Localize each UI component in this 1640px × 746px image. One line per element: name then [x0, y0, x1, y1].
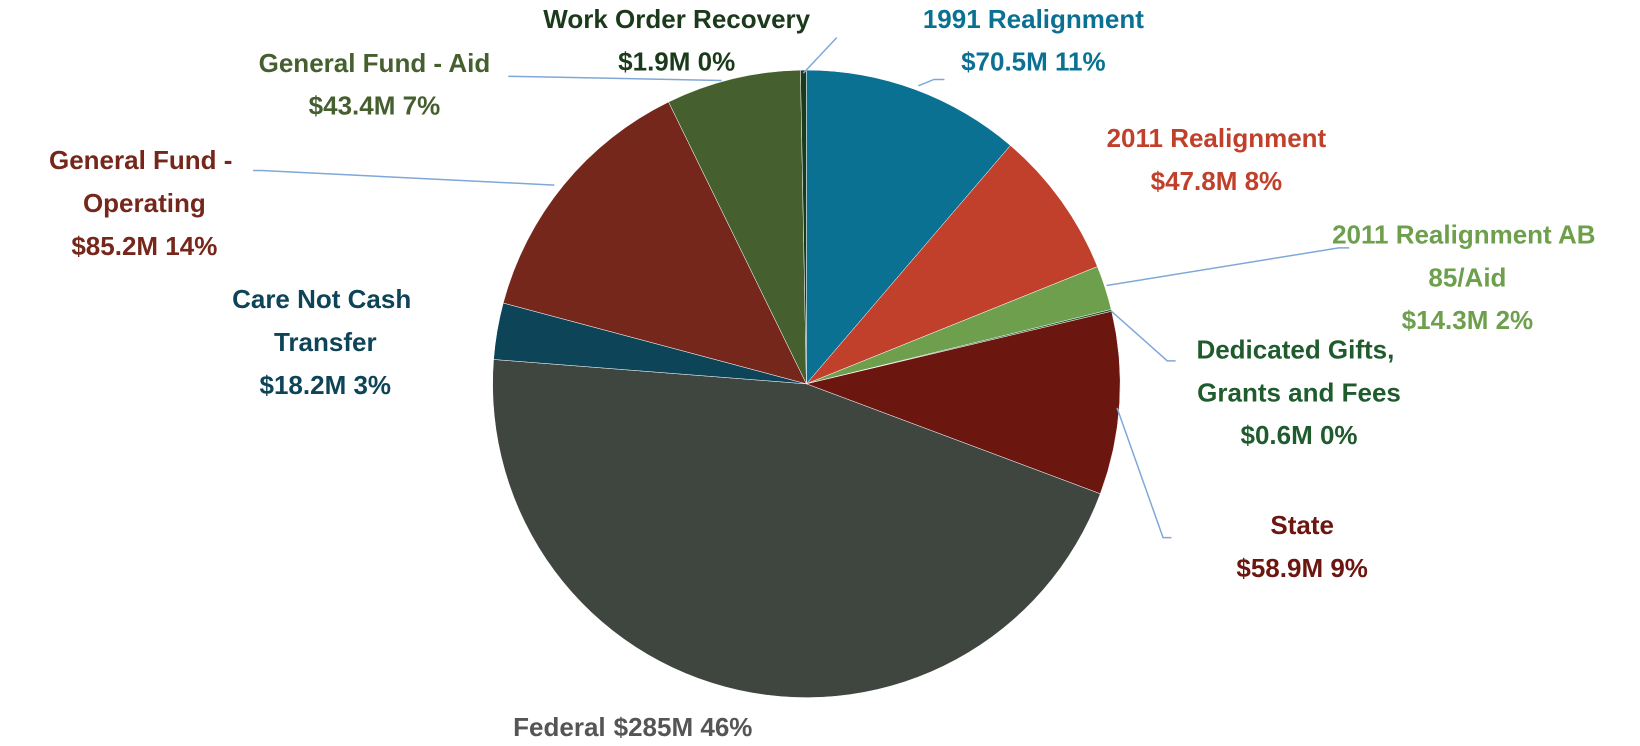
pie-slice [502, 101, 807, 385]
label-line: Dedicated Gifts, [1196, 334, 1401, 364]
category-label: Care Not Cash Transfer [232, 284, 418, 357]
leader-line [802, 37, 838, 74]
category-label: 2011 Realignment [1107, 123, 1327, 153]
leader-line [1106, 247, 1350, 287]
pie-slice [806, 69, 1011, 385]
value-label: $1.9M 0% [618, 47, 735, 77]
value-label: $43.4M 7% [309, 91, 441, 121]
pie-slice [805, 310, 1121, 495]
value-label: $58.9M 9% [1236, 553, 1368, 583]
label-line: Transfer [274, 327, 377, 357]
label-line: Grants and Fees [1197, 377, 1401, 407]
category-label: Federal [513, 712, 606, 742]
pie-slice [492, 359, 1101, 698]
leader-line [918, 78, 945, 87]
category-label: 2011 Realignment AB 85/Aid [1332, 219, 1603, 292]
label-line: General Fund - Aid [259, 48, 491, 78]
label-line: 85/Aid [1428, 262, 1506, 292]
category-label: General Fund - Operating [49, 145, 240, 218]
pie-slice [668, 69, 807, 384]
leader-line [253, 169, 555, 186]
value-label: $18.2M 3% [260, 370, 392, 400]
value-label: $85.2M 14% [71, 231, 217, 261]
value-label: $14.3M 2% [1402, 305, 1534, 335]
value-label: $70.5M 11% [961, 47, 1106, 77]
value-label: $285M 46% [614, 712, 753, 742]
label-line: 1991 Realignment [923, 4, 1144, 34]
label-line: Care Not Cash [232, 284, 418, 314]
category-label: General Fund - Aid [259, 48, 491, 78]
leader-line [1116, 407, 1172, 539]
label-line: Work Order Recovery [543, 4, 810, 34]
value-label: $0.6M 0% [1240, 420, 1357, 450]
category-label: Work Order Recovery [543, 4, 810, 34]
category-label: 1991 Realignment [923, 4, 1144, 34]
label-line: Operating [83, 188, 206, 218]
label-line: General Fund - [49, 145, 240, 175]
label-line: 2011 Realignment [1107, 123, 1327, 153]
pie-slice [806, 145, 1098, 385]
category-label: State [1270, 510, 1334, 540]
label-line: 2011 Realignment AB [1332, 219, 1603, 249]
data-label: Federal $285M 46% [513, 712, 752, 742]
leader-line [1110, 310, 1176, 362]
value-label: $47.8M 8% [1151, 166, 1283, 196]
category-label: Dedicated Gifts, Grants and Fees [1196, 334, 1401, 407]
leader-line [508, 75, 722, 82]
label-line: State [1270, 510, 1334, 540]
